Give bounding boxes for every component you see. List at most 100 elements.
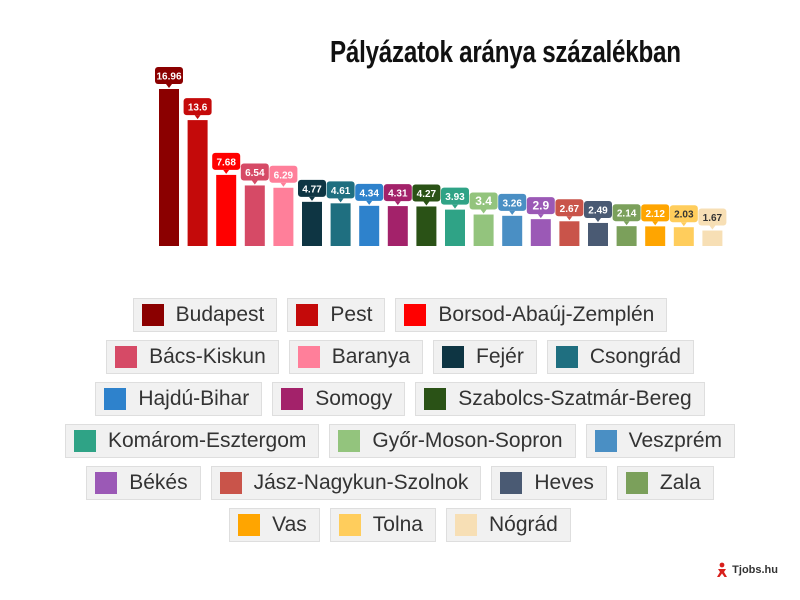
- data-label-text-14: 2.9: [532, 199, 549, 213]
- legend-label: Budapest: [175, 303, 265, 326]
- data-label-text-5: 6.29: [274, 170, 294, 181]
- legend-item[interactable]: Zala: [616, 466, 714, 500]
- legend-label: Fejér: [476, 345, 524, 368]
- data-label-13: 3.26: [498, 193, 527, 215]
- legend-swatch: [424, 388, 447, 410]
- data-label-text-11: 3.93: [445, 192, 465, 203]
- legend-item[interactable]: Fejér: [433, 340, 537, 374]
- legend-item[interactable]: Jász-Nagykun-Szolnok: [210, 466, 482, 500]
- data-label-5: 6.29: [269, 165, 298, 187]
- data-label-19: 2.03: [669, 205, 698, 227]
- legend-item[interactable]: Vas: [229, 508, 320, 542]
- data-label-text-7: 4.61: [331, 186, 351, 197]
- legend-row: Bács-Kiskun Baranya Fejér Csongrád: [0, 340, 800, 374]
- legend-item[interactable]: Veszprém: [585, 424, 735, 458]
- legend-item[interactable]: Hajdú-Bihar: [95, 382, 263, 416]
- legend-swatch: [141, 304, 164, 326]
- data-label-text-3: 7.68: [216, 157, 236, 168]
- data-label-text-15: 2.67: [560, 204, 580, 215]
- legend-swatch: [73, 430, 96, 452]
- data-label-text-10: 4.27: [417, 189, 437, 200]
- data-label-16: 2.49: [584, 200, 612, 222]
- bar-6: [302, 201, 322, 246]
- data-label-text-19: 2.03: [674, 210, 694, 221]
- legend-row: Budapest Pest Borsod-Abaúj-Zemplén: [0, 298, 800, 332]
- bar-2: [187, 120, 208, 246]
- bar-3: [216, 174, 237, 246]
- legend-swatch: [338, 430, 361, 452]
- watermark-text: Tjobs.hu: [732, 564, 778, 576]
- legend-item[interactable]: Győr-Moson-Sopron: [329, 424, 576, 458]
- data-label-text-18: 2.12: [645, 209, 665, 220]
- legend-swatch: [115, 346, 138, 368]
- data-label-2: 13.6: [183, 98, 212, 120]
- bar-14: [530, 219, 551, 246]
- data-label-9: 4.31: [383, 184, 412, 206]
- legend-item[interactable]: Baranya: [288, 340, 423, 374]
- legend-item[interactable]: Csongrád: [546, 340, 694, 374]
- legend-swatch: [104, 388, 127, 410]
- watermark: Tjobs.hu: [715, 562, 778, 578]
- data-label-text-1: 16.96: [156, 72, 181, 83]
- data-label-text-12: 3.4: [475, 194, 492, 208]
- bar-16: [588, 222, 608, 246]
- legend-item[interactable]: Nógrád: [445, 508, 571, 542]
- legend-label: Baranya: [331, 345, 410, 368]
- data-label-4: 6.54: [240, 163, 269, 185]
- data-label-text-16: 2.49: [588, 205, 608, 216]
- data-label-1: 16.96: [155, 67, 183, 88]
- legend-label: Bács-Kiskun: [149, 345, 266, 368]
- legend-item[interactable]: Pest: [287, 298, 386, 332]
- data-label-text-20: 1.67: [703, 213, 723, 224]
- legend-swatch: [594, 430, 617, 452]
- chart-title: Pályázatok aránya százalékban: [330, 34, 681, 69]
- legend-label: Borsod-Abaúj-Zemplén: [438, 303, 655, 326]
- legend-item[interactable]: Komárom-Esztergom: [64, 424, 320, 458]
- legend-item[interactable]: Heves: [491, 466, 607, 500]
- legend-swatch: [555, 346, 578, 368]
- bar-9: [387, 206, 408, 246]
- bar-1: [159, 89, 179, 246]
- data-label-11: 3.93: [441, 187, 469, 209]
- legend-swatch: [219, 472, 242, 494]
- bar-19: [673, 227, 694, 246]
- legend-item[interactable]: Somogy: [272, 382, 406, 416]
- legend-row: Békés Jász-Nagykun-Szolnok Heves Zala: [0, 466, 800, 500]
- data-label-7: 4.61: [326, 181, 355, 203]
- data-label-12: 3.4: [469, 192, 498, 214]
- data-label-text-6: 4.77: [302, 184, 322, 195]
- legend-label: Nógrád: [488, 513, 558, 536]
- legend-item[interactable]: Szabolcs-Szatmár-Bereg: [415, 382, 705, 416]
- legend-label: Pest: [330, 303, 373, 326]
- legend-item[interactable]: Borsod-Abaúj-Zemplén: [395, 298, 668, 332]
- bar-10: [416, 206, 437, 246]
- legend-item[interactable]: Budapest: [132, 298, 278, 332]
- legend-label: Békés: [129, 471, 188, 494]
- bar-7: [330, 203, 351, 246]
- legend-swatch: [625, 472, 648, 494]
- legend-swatch: [338, 514, 361, 536]
- legend-swatch: [281, 388, 304, 410]
- data-label-18: 2.12: [641, 204, 670, 226]
- bar-5: [273, 187, 294, 246]
- legend-item[interactable]: Bács-Kiskun: [106, 340, 279, 374]
- data-label-10: 4.27: [412, 184, 441, 206]
- legend-swatch: [297, 346, 320, 368]
- legend-swatch: [500, 472, 523, 494]
- bar-chart: 16.96 13.6 7.68 6.54 6.29 4.77 4.61 4.34 4.31 4.2…: [155, 67, 727, 246]
- data-label-text-8: 4.34: [359, 188, 379, 199]
- worker-logo-icon: [717, 562, 728, 577]
- bar-12: [473, 214, 494, 246]
- data-label-text-17: 2.14: [617, 209, 637, 220]
- legend-item[interactable]: Tolna: [329, 508, 436, 542]
- data-label-14: 2.9: [526, 197, 555, 219]
- data-label-text-13: 3.26: [502, 198, 522, 209]
- legend-swatch: [296, 304, 319, 326]
- legend-item[interactable]: Békés: [86, 466, 201, 500]
- legend-swatch: [238, 514, 261, 536]
- bar-15: [559, 221, 580, 246]
- legend-swatch: [95, 472, 118, 494]
- data-label-20: 1.67: [698, 208, 727, 230]
- data-label-17: 2.14: [612, 204, 641, 226]
- legend-label: Jász-Nagykun-Szolnok: [253, 471, 469, 494]
